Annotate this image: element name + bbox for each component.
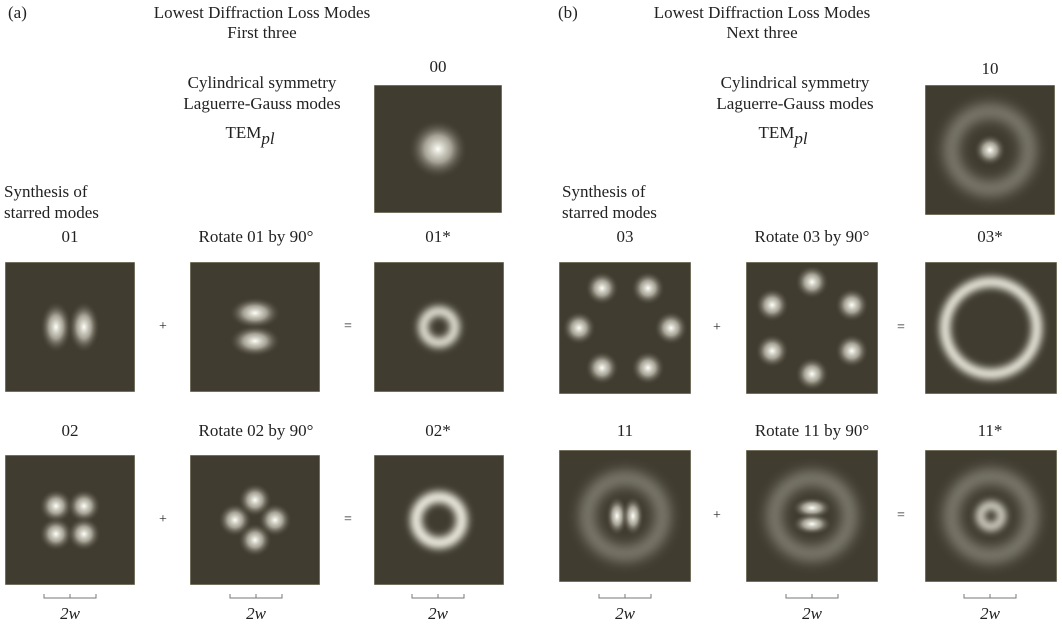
- scale-label: 2w: [802, 604, 823, 623]
- lobe: [795, 357, 829, 391]
- mode-image: [925, 450, 1057, 582]
- scale-bar: [964, 594, 1016, 598]
- lobe: [631, 351, 665, 385]
- lobe: [238, 523, 272, 557]
- mode-image: [5, 262, 135, 392]
- synthesis-label: Synthesis of: [562, 182, 646, 201]
- scale-bar: [599, 594, 651, 598]
- panel-title: Lowest Diffraction Loss Modes: [154, 3, 370, 22]
- lobe: [755, 288, 789, 322]
- mode-label: 01*: [425, 227, 451, 246]
- synthesis-label: starred modes: [4, 203, 99, 222]
- lobe: [835, 334, 869, 368]
- mode-label: 02: [62, 421, 79, 440]
- mode-image: [559, 450, 691, 582]
- lobe: [585, 271, 619, 305]
- lobe: [585, 351, 619, 385]
- equals-sign: =: [897, 320, 905, 335]
- panel-title: Lowest Diffraction Loss Modes: [654, 3, 870, 22]
- mode-label: Rotate 11 by 90°: [755, 421, 869, 440]
- synthesis-label: starred modes: [562, 203, 657, 222]
- lobe: [229, 325, 281, 357]
- lobe: [795, 265, 829, 299]
- mode-image: [374, 262, 504, 392]
- lobe: [792, 513, 832, 535]
- description: Cylindrical symmetry: [721, 73, 870, 92]
- plus-sign: +: [159, 512, 167, 527]
- lobe: [408, 119, 468, 179]
- mode-label: 02*: [425, 421, 451, 440]
- lobe: [67, 517, 101, 551]
- lobe: [562, 311, 596, 345]
- lobe: [622, 496, 644, 536]
- tem-label: TEMpl: [758, 123, 807, 148]
- mode-image: [746, 450, 878, 582]
- mode-label: Rotate 02 by 90°: [199, 421, 314, 440]
- lobe: [229, 297, 281, 329]
- lobe: [755, 334, 789, 368]
- mode-background: [374, 262, 504, 392]
- mode-label: 00: [430, 57, 447, 76]
- description: Laguerre-Gauss modes: [183, 94, 340, 113]
- figure: (a)Lowest Diffraction Loss ModesFirst th…: [0, 0, 1062, 627]
- lobe: [835, 288, 869, 322]
- scale-label: 2w: [980, 604, 1001, 623]
- tem-subscript: pl: [793, 129, 808, 148]
- lobe: [68, 301, 100, 353]
- panel-subtitle: First three: [227, 23, 296, 42]
- lobe: [974, 134, 1006, 166]
- scale-label: 2w: [60, 604, 81, 623]
- plus-sign: +: [713, 508, 721, 523]
- mode-image: [374, 85, 502, 213]
- lobe: [631, 271, 665, 305]
- mode-image: [5, 455, 135, 585]
- mode-label: 11: [617, 421, 633, 440]
- scale-bar: [786, 594, 838, 598]
- mode-image: [925, 85, 1055, 215]
- plus-sign: +: [159, 319, 167, 334]
- mode-label: 10: [982, 59, 999, 78]
- scale-bar: [230, 594, 282, 598]
- mode-image: [374, 455, 504, 585]
- tem: TEM: [225, 123, 261, 142]
- scale-bar: [44, 594, 96, 598]
- plus-sign: +: [713, 320, 721, 335]
- mode-label: 03: [617, 227, 634, 246]
- synthesis-label: Synthesis of: [4, 182, 88, 201]
- mode-background: [190, 455, 320, 585]
- tem-subscript: pl: [260, 129, 275, 148]
- scale-label: 2w: [428, 604, 449, 623]
- mode-image: [190, 262, 320, 392]
- lobe: [238, 483, 272, 517]
- equals-sign: =: [344, 319, 352, 334]
- equals-sign: =: [897, 508, 905, 523]
- lobe: [654, 311, 688, 345]
- mode-background: [5, 455, 135, 585]
- mode-image: [559, 262, 691, 394]
- tem-label: TEMpl: [225, 123, 274, 148]
- mode-label: Rotate 01 by 90°: [199, 227, 314, 246]
- mode-label: Rotate 03 by 90°: [755, 227, 870, 246]
- mode-image: [925, 262, 1057, 394]
- mode-background: [374, 455, 504, 585]
- lobe: [40, 301, 72, 353]
- mode-label: 11*: [978, 421, 1003, 440]
- tem: TEM: [758, 123, 794, 142]
- scale-label: 2w: [615, 604, 636, 623]
- scale-label: 2w: [246, 604, 267, 623]
- description: Cylindrical symmetry: [188, 73, 337, 92]
- mode-label: 03*: [977, 227, 1003, 246]
- equals-sign: =: [344, 512, 352, 527]
- mode-label: 01: [62, 227, 79, 246]
- panel-label: (a): [8, 3, 27, 22]
- scale-bar: [412, 594, 464, 598]
- description: Laguerre-Gauss modes: [716, 94, 873, 113]
- mode-background: [925, 450, 1057, 582]
- panel-label: (b): [558, 3, 578, 22]
- panel-subtitle: Next three: [726, 23, 797, 42]
- mode-image: [190, 455, 320, 585]
- mode-image: [746, 262, 878, 394]
